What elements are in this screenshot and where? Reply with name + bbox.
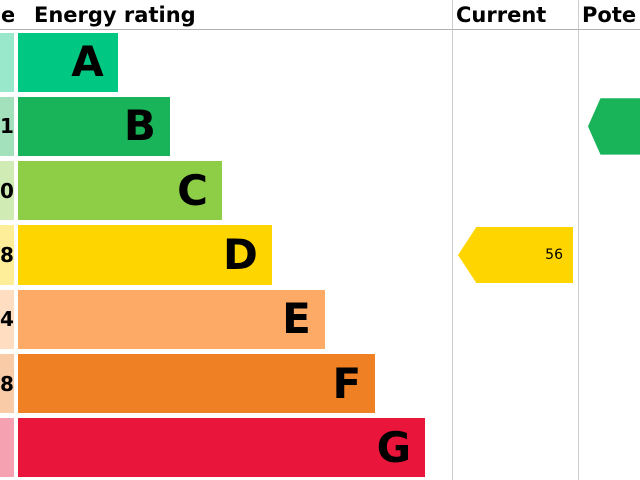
band-letter-e: E xyxy=(282,294,311,344)
band-bar-f: F xyxy=(18,353,376,414)
current-rating-value: 56 xyxy=(545,246,563,263)
band-bar-d: D xyxy=(18,225,272,285)
score-column-header: e xyxy=(0,0,14,30)
band-letter-a: A xyxy=(71,37,104,87)
score-cell-e: 4 xyxy=(0,287,14,351)
band-row-f: F xyxy=(18,351,452,415)
band-letter-b: B xyxy=(123,101,156,151)
band-bar-g: G xyxy=(18,418,426,478)
band-bar-b: B xyxy=(18,96,170,157)
band-row-b: B xyxy=(18,94,452,158)
band-row-c: C xyxy=(18,159,452,223)
current-column-header: Current xyxy=(452,0,578,30)
band-bar-c: C xyxy=(18,161,222,221)
score-cell-d: 8 xyxy=(0,223,14,287)
score-cell-g xyxy=(0,416,14,480)
current-rating-marker: 56 xyxy=(458,226,573,284)
energy-rating-header: Energy rating xyxy=(18,0,452,30)
score-cell-b: 1 xyxy=(0,94,14,158)
score-cell-f: 8 xyxy=(0,351,14,415)
band-letter-c: C xyxy=(177,165,208,215)
band-row-e: E xyxy=(18,287,452,351)
band-row-g: G xyxy=(18,416,452,480)
band-letter-f: F xyxy=(332,358,362,408)
band-bar-e: E xyxy=(18,289,325,349)
header-gap xyxy=(14,0,18,30)
band-row-a: A xyxy=(18,30,452,94)
band-letter-d: D xyxy=(223,229,258,279)
potential-column-header: Pote xyxy=(578,0,640,30)
potential-rating-marker xyxy=(588,98,640,155)
score-cell-c: 0 xyxy=(0,159,14,223)
band-row-d: D xyxy=(18,223,452,287)
score-cell-a xyxy=(0,30,14,94)
band-bar-a: A xyxy=(18,32,118,92)
band-letter-g: G xyxy=(376,422,412,472)
